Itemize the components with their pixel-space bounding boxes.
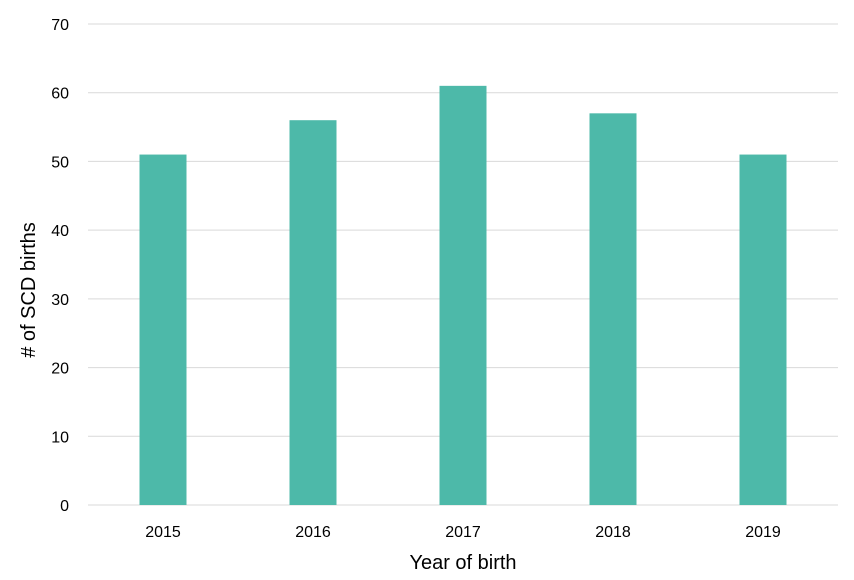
bar-2016 — [289, 120, 337, 505]
y-tick-label: 70 — [51, 17, 69, 34]
x-tick-label: 2018 — [595, 524, 631, 541]
bar-2017 — [439, 85, 487, 505]
x-tick-labels: 2015 2016 2017 2018 2019 — [145, 524, 781, 541]
x-tick-label: 2015 — [145, 524, 181, 541]
y-tick-label: 50 — [51, 154, 69, 171]
y-tick-label: 20 — [51, 361, 69, 378]
y-tick-label: 10 — [51, 429, 69, 446]
bar-2019 — [739, 154, 787, 506]
x-tick-label: 2019 — [745, 524, 781, 541]
bars — [139, 85, 787, 506]
x-tick-label: 2017 — [445, 524, 481, 541]
x-axis-title: Year of birth — [409, 552, 516, 574]
y-axis-title: # of SCD births — [18, 222, 40, 358]
y-tick-label: 60 — [51, 86, 69, 103]
bar-2018 — [589, 113, 637, 505]
y-tick-labels: 0 10 20 30 40 50 60 70 — [51, 17, 69, 515]
y-tick-label: 40 — [51, 223, 69, 240]
bar-2015 — [139, 154, 187, 506]
x-tick-label: 2016 — [295, 524, 331, 541]
y-tick-label: 30 — [51, 292, 69, 309]
y-tick-label: 0 — [60, 498, 69, 515]
